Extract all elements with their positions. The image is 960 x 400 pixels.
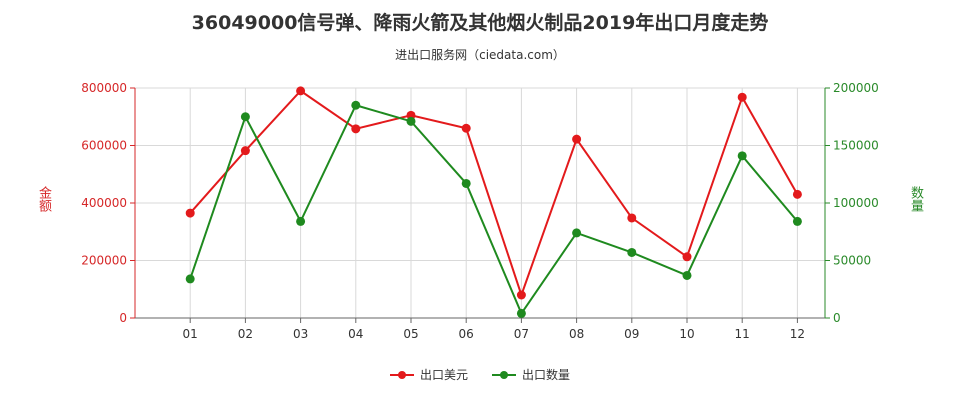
- x-tick-label: 12: [790, 327, 805, 341]
- series-1-point: [406, 116, 416, 126]
- series-1-point: [627, 247, 637, 257]
- series-1-point: [737, 151, 747, 161]
- legend-label-export-quantity: 出口数量: [522, 368, 571, 382]
- series-1-point: [296, 216, 306, 226]
- y-left-tick-label: 200000: [81, 254, 127, 268]
- y-right-tick-label: 0: [833, 311, 841, 325]
- y-left-tick-label: 400000: [81, 196, 127, 210]
- y-right-tick-label: 50000: [833, 254, 871, 268]
- series-1-point: [792, 216, 802, 226]
- legend-swatch-export-quantity: [492, 370, 516, 380]
- legend-item-export-quantity[interactable]: 出口数量: [492, 366, 570, 383]
- series-1-point: [682, 270, 692, 280]
- series-0-point: [296, 86, 306, 96]
- series-1-point: [240, 112, 250, 122]
- x-tick-label: 10: [679, 327, 694, 341]
- x-tick-label: 01: [183, 327, 198, 341]
- chart-subtitle: 进出口服务网（ciedata.com）: [395, 48, 565, 62]
- y-right-tick-label: 150000: [833, 139, 879, 153]
- x-tick-label: 03: [293, 327, 308, 341]
- series-1-point: [461, 178, 471, 188]
- series-0-point: [737, 92, 747, 102]
- series-0-point: [572, 134, 582, 144]
- y-axis-right-title: 数量: [908, 186, 923, 212]
- series-1-point: [516, 308, 526, 318]
- x-tick-label: 04: [348, 327, 363, 341]
- legend-item-export-usd[interactable]: 出口美元: [389, 366, 468, 383]
- x-tick-label: 09: [624, 327, 639, 341]
- series-line-1: [189, 104, 799, 316]
- legend-label-export-usd: 出口美元: [419, 368, 468, 382]
- chart-title: 36049000信号弹、降雨火箭及其他烟火制品2019年出口月度走势: [191, 12, 769, 34]
- series-0-point: [240, 146, 250, 156]
- x-tick-label: 08: [569, 327, 584, 341]
- series-0-point: [516, 290, 526, 300]
- series-0-point: [461, 123, 471, 133]
- x-tick-label: 06: [459, 327, 474, 341]
- y-left-tick-label: 800000: [81, 81, 127, 95]
- x-tick-label: 11: [735, 327, 750, 341]
- x-tick-label: 05: [403, 327, 418, 341]
- y-axis-left-title: 金额: [36, 186, 51, 212]
- series-line-0: [189, 89, 799, 299]
- series-0-point: [682, 252, 692, 262]
- legend: 出口美元 出口数量: [0, 366, 960, 383]
- x-tick-label: 02: [238, 327, 253, 341]
- series-0-point: [792, 189, 802, 199]
- series-1-point: [185, 274, 195, 284]
- y-left-tick-label: 600000: [81, 139, 127, 153]
- x-tick-label: 07: [514, 327, 529, 341]
- y-left-tick-label: 0: [119, 311, 127, 325]
- series-1-point: [572, 228, 582, 238]
- series-1-point: [351, 100, 361, 110]
- y-right-tick-label: 200000: [833, 81, 879, 95]
- series-0-point: [351, 124, 361, 134]
- y-right-tick-label: 100000: [833, 196, 879, 210]
- series-0-point: [627, 213, 637, 223]
- series-0-point: [185, 208, 195, 218]
- legend-swatch-export-usd: [389, 370, 414, 380]
